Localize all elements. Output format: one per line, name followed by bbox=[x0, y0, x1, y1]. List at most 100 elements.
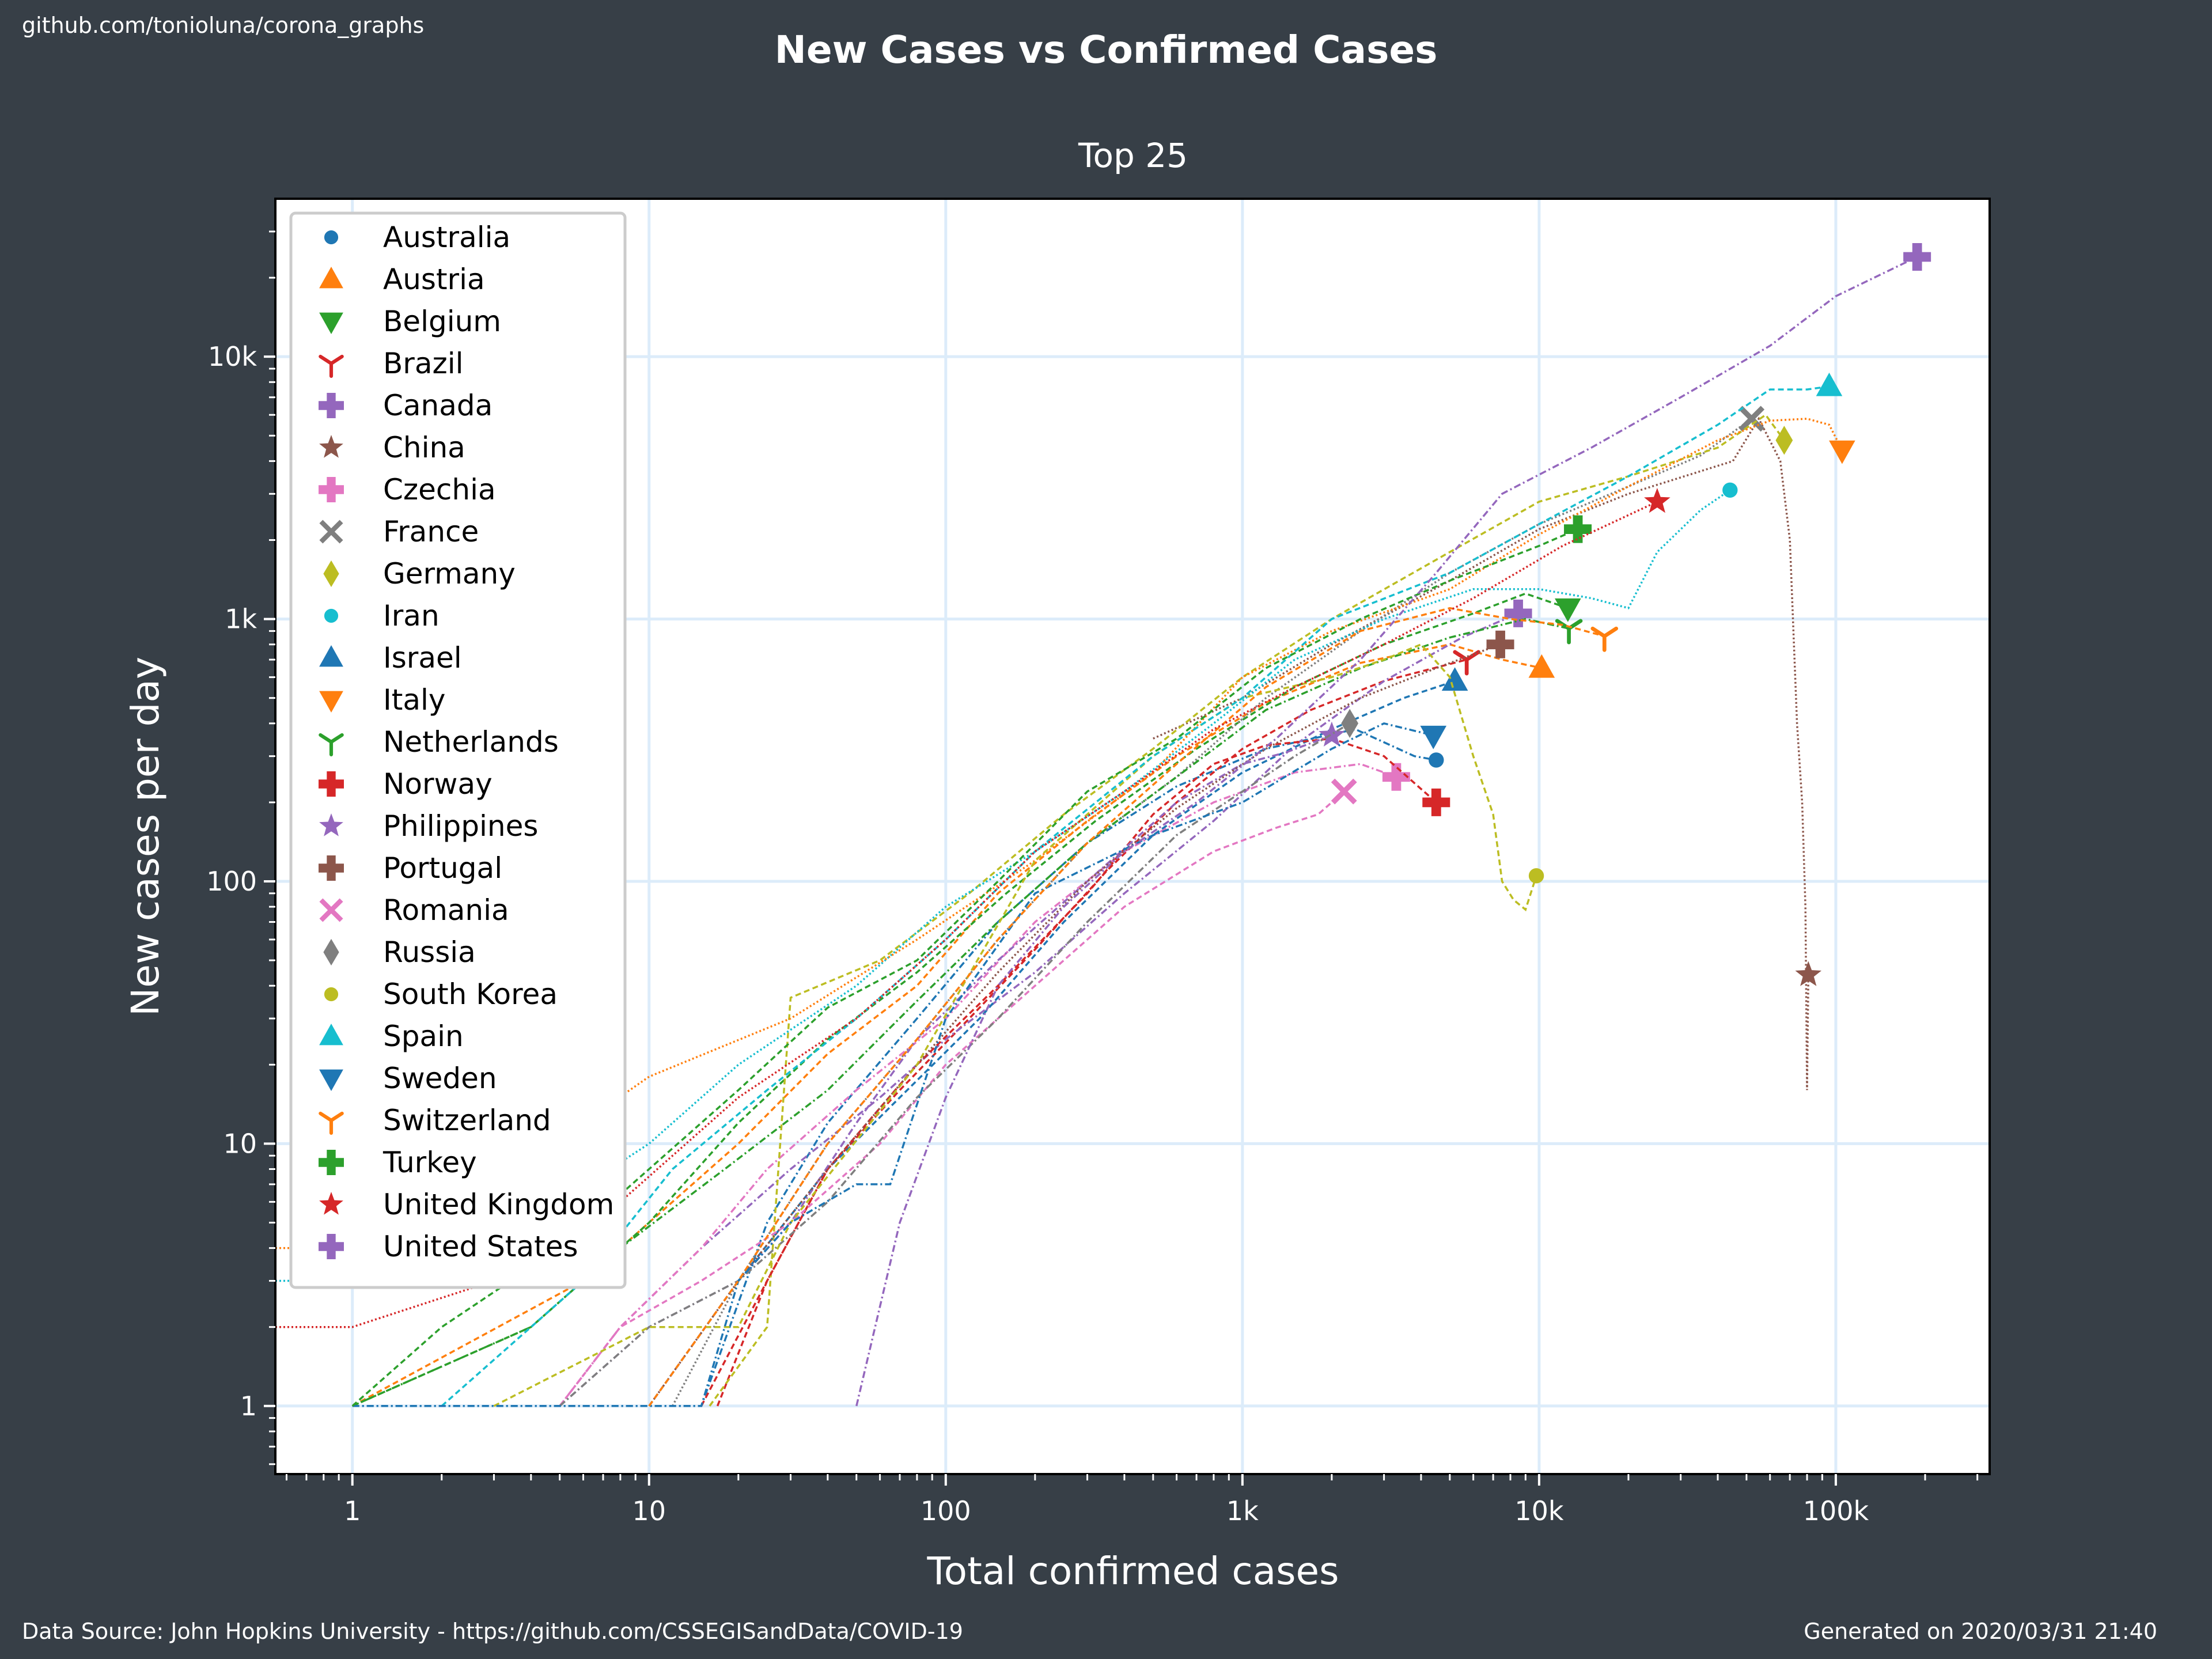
series-line-norway bbox=[700, 737, 1437, 1407]
marker-shape bbox=[1331, 778, 1357, 805]
legend-marker-austria bbox=[319, 267, 343, 289]
marker-shape bbox=[1319, 721, 1345, 747]
marker-shape bbox=[324, 608, 339, 623]
series-layer bbox=[275, 243, 1931, 1407]
legend-marker-united-kingdom bbox=[319, 1192, 343, 1215]
legend-label-romania: Romania bbox=[383, 893, 509, 927]
marker-shape bbox=[1555, 598, 1581, 622]
marker-shape bbox=[319, 477, 344, 502]
legend-label-belgium: Belgium bbox=[383, 305, 501, 338]
marker-shape bbox=[319, 855, 344, 881]
legend-label-iran: Iran bbox=[383, 599, 440, 632]
legend-label-czechia: Czechia bbox=[383, 473, 496, 506]
legend-marker-china bbox=[319, 435, 343, 458]
marker-shape bbox=[1441, 667, 1468, 691]
legend-label-south-korea: South Korea bbox=[383, 978, 558, 1011]
marker-shape bbox=[319, 1192, 343, 1215]
x-tick-label: 100 bbox=[921, 1495, 971, 1527]
series-marker-czechia bbox=[1382, 763, 1410, 791]
series-marker-australia bbox=[1429, 752, 1444, 768]
marker-shape bbox=[1528, 868, 1544, 884]
series-marker-portugal bbox=[1486, 630, 1514, 658]
marker-shape bbox=[319, 312, 343, 334]
source-link[interactable]: github.com/tonioluna/corona_graphs bbox=[22, 13, 425, 38]
legend-marker-philippines bbox=[319, 813, 343, 836]
series-line-portugal bbox=[648, 643, 1501, 1407]
series-line-czechia bbox=[559, 763, 1397, 1407]
marker-shape bbox=[324, 230, 339, 245]
legend-label-netherlands: Netherlands bbox=[383, 725, 559, 759]
series-marker-israel bbox=[1441, 667, 1468, 691]
marker-shape bbox=[1420, 725, 1447, 749]
marker-shape bbox=[319, 1234, 344, 1259]
marker-shape bbox=[1504, 599, 1532, 627]
x-tick-label: 10 bbox=[632, 1495, 666, 1527]
marker-shape bbox=[319, 354, 344, 378]
x-axis-label: Total confirmed cases bbox=[926, 1549, 1339, 1593]
series-marker-switzerland bbox=[1590, 626, 1619, 652]
series-line-turkey bbox=[351, 528, 1578, 1407]
legend-marker-czechia bbox=[319, 477, 344, 502]
legend-label-spain: Spain bbox=[383, 1020, 464, 1053]
series-marker-united-states bbox=[1903, 243, 1931, 271]
marker-shape bbox=[319, 1024, 343, 1046]
marker-shape bbox=[1775, 426, 1793, 455]
legend-label-united-kingdom: United Kingdom bbox=[383, 1188, 614, 1221]
series-marker-united-kingdom bbox=[1644, 487, 1671, 513]
marker-shape bbox=[1528, 654, 1555, 678]
legend-label-italy: Italy bbox=[383, 683, 445, 717]
y-tick-label: 10 bbox=[223, 1128, 257, 1159]
marker-shape bbox=[1429, 752, 1444, 768]
marker-shape bbox=[1564, 515, 1592, 543]
legend-label-germany: Germany bbox=[383, 557, 516, 590]
series-marker-philippines bbox=[1319, 721, 1345, 747]
series-marker-italy bbox=[1829, 440, 1855, 464]
marker-shape bbox=[1738, 406, 1765, 432]
x-tick-label: 1 bbox=[344, 1495, 361, 1527]
legend-marker-switzerland bbox=[319, 1111, 344, 1135]
legend-marker-united-states bbox=[319, 1234, 344, 1259]
legend-marker-iran bbox=[324, 608, 339, 623]
marker-shape bbox=[1341, 709, 1359, 738]
legend-marker-romania bbox=[319, 898, 343, 922]
series-marker-france bbox=[1738, 406, 1765, 432]
series-line-austria bbox=[351, 643, 1542, 1407]
legend-marker-spain bbox=[319, 1024, 343, 1046]
chart-subtitle: Top 25 bbox=[1078, 136, 1188, 175]
legend-label-israel: Israel bbox=[383, 641, 462, 675]
marker-shape bbox=[323, 560, 339, 588]
series-line-belgium bbox=[351, 592, 1569, 1407]
series-marker-south-korea bbox=[1528, 868, 1544, 884]
series-line-netherlands bbox=[351, 618, 1569, 1407]
legend-label-turkey: Turkey bbox=[382, 1146, 477, 1179]
marker-shape bbox=[319, 393, 344, 418]
axes: 1 10 100 1k 10k 100k 1 10 100 1k 10k bbox=[206, 230, 1979, 1527]
series-line-south-korea bbox=[493, 643, 1537, 1407]
marker-shape bbox=[319, 771, 344, 797]
series-marker-sweden bbox=[1420, 725, 1447, 749]
x-tick-label: 10k bbox=[1514, 1495, 1564, 1527]
legend-label-france: France bbox=[383, 515, 479, 548]
y-tick-label: 100 bbox=[206, 866, 257, 897]
series-marker-norway bbox=[1422, 788, 1450, 816]
series-marker-belgium bbox=[1555, 598, 1581, 622]
series-line-switzerland bbox=[648, 607, 1605, 1407]
footer-generated: Generated on 2020/03/31 21:40 bbox=[1804, 1619, 2157, 1644]
series-line-israel bbox=[648, 680, 1456, 1407]
legend-marker-canada bbox=[319, 393, 344, 418]
legend-marker-sweden bbox=[319, 1069, 343, 1091]
series-marker-russia bbox=[1341, 709, 1359, 738]
x-tick-label: 1k bbox=[1226, 1495, 1259, 1527]
marker-shape bbox=[319, 733, 344, 757]
series-marker-germany bbox=[1775, 426, 1793, 455]
series-marker-austria bbox=[1528, 654, 1555, 678]
series-marker-turkey bbox=[1564, 515, 1592, 543]
legend-marker-germany bbox=[323, 560, 339, 588]
legend-label-china: China bbox=[383, 431, 465, 464]
marker-shape bbox=[319, 898, 343, 922]
legend-label-australia: Australia bbox=[383, 221, 510, 254]
legend-label-austria: Austria bbox=[383, 263, 485, 296]
marker-shape bbox=[319, 691, 343, 713]
legend-marker-israel bbox=[319, 645, 343, 667]
